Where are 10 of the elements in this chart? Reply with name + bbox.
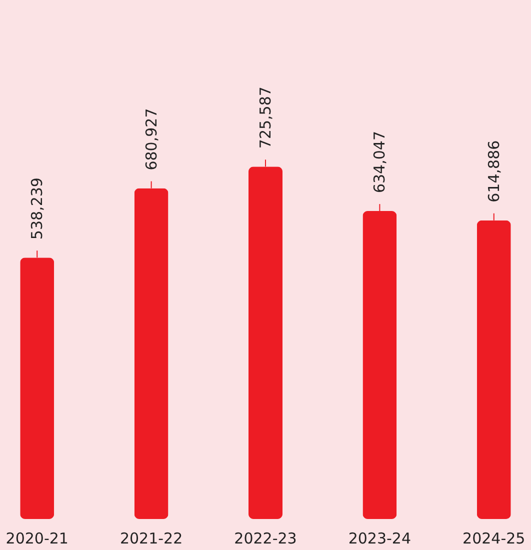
data-label: 538,239 [28, 178, 46, 240]
x-tick-label: 2024-25 [462, 530, 526, 548]
x-tick-label: 2023-24 [348, 530, 412, 548]
data-label: 725,587 [256, 86, 274, 149]
data-label: 634,047 [370, 131, 389, 194]
x-tick-label: 2022-23 [234, 530, 297, 548]
data-label: 680,927 [142, 108, 160, 170]
data-label: 614,886 [484, 140, 503, 202]
x-tick-label: 2021-22 [120, 530, 183, 548]
x-tick-label: 2020-21 [6, 530, 68, 548]
